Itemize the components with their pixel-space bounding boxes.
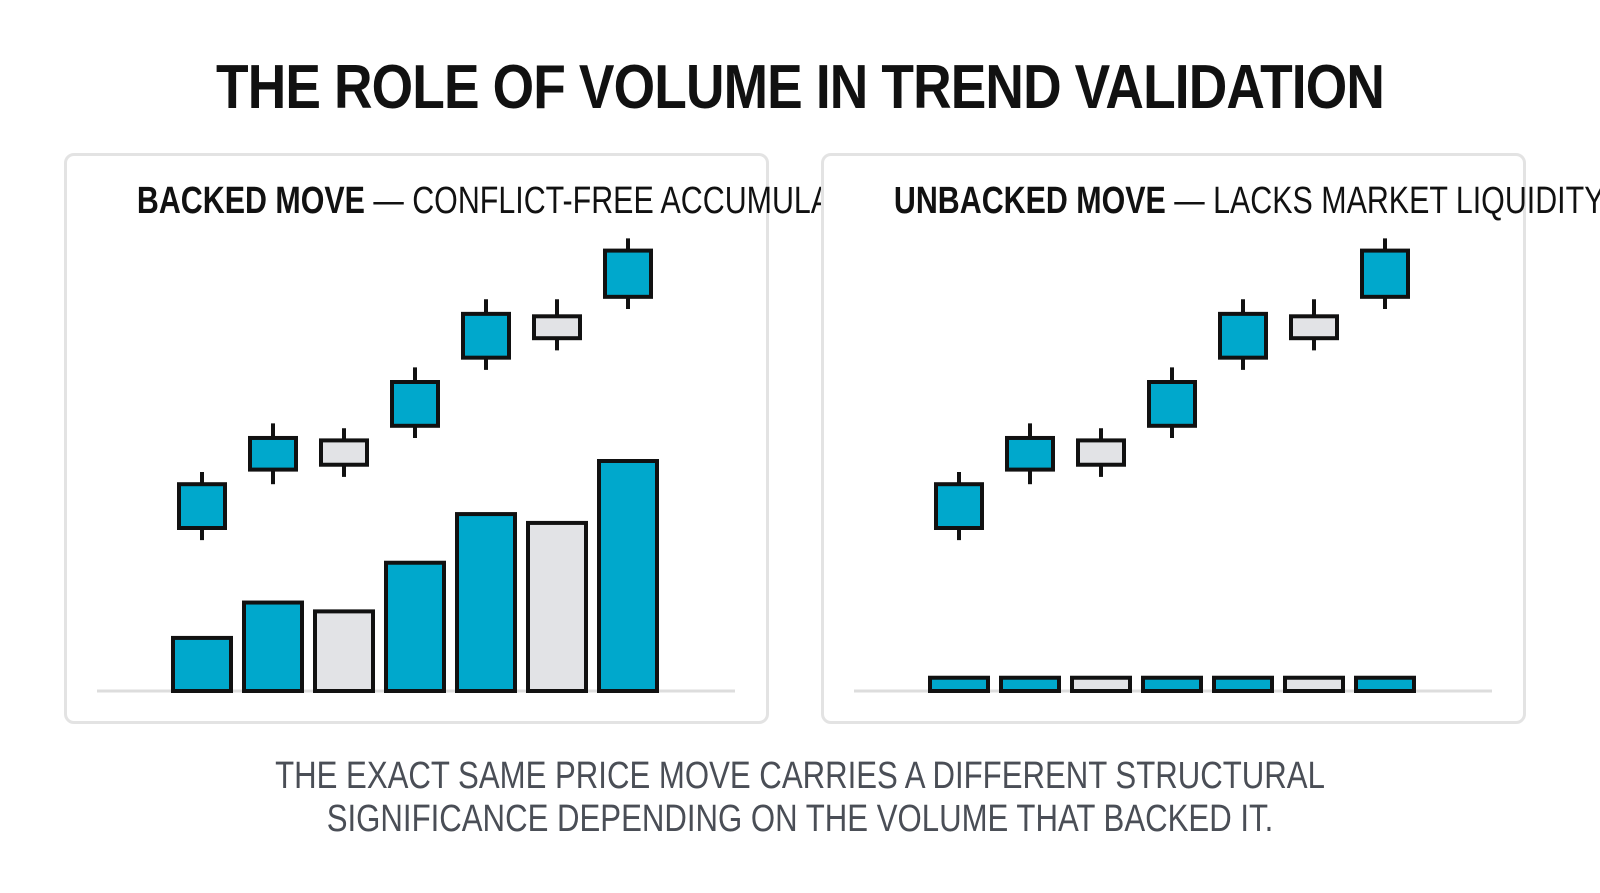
candle-body [177, 482, 227, 531]
volume-bar [597, 459, 659, 693]
volume-bar [384, 560, 446, 693]
backed-move-chart [97, 238, 735, 694]
caption-line-2: SIGNIFICANCE DEPENDING ON THE VOLUME THA… [326, 798, 1274, 840]
panel-title: BACKED MOVE — CONFLICT-FREE ACCUMULATION [136, 178, 902, 224]
caption-line-1: THE EXACT SAME PRICE MOVE CARRIES A DIFF… [275, 755, 1325, 797]
candle-body [1076, 438, 1126, 467]
volume-bar [928, 675, 990, 694]
candle-body [603, 248, 653, 299]
candle-body [319, 438, 369, 467]
volume-bar [313, 609, 375, 693]
backed-move-panel: BACKED MOVE — CONFLICT-FREE ACCUMULATION [64, 153, 902, 724]
candle-body [248, 435, 298, 472]
volume-bar [999, 675, 1061, 694]
volume-bar [171, 635, 233, 693]
candle-body [1147, 380, 1197, 428]
panel-title-rest: — CONFLICT-FREE ACCUMULATION [364, 180, 902, 222]
volume-bar [1141, 675, 1203, 694]
candle-body [1289, 314, 1339, 341]
volume-bar [455, 512, 517, 694]
panel-title-bold: BACKED MOVE [136, 180, 365, 222]
candle-body [532, 314, 582, 341]
panel-title: UNBACKED MOVE — LACKS MARKET LIQUIDITY [893, 178, 1600, 224]
panel-title-bold: UNBACKED MOVE [893, 180, 1166, 222]
unbacked-move-chart [854, 238, 1492, 694]
volume-bar [1070, 675, 1132, 694]
page-title: THE ROLE OF VOLUME IN TREND VALIDATION [216, 53, 1385, 122]
caption: THE EXACT SAME PRICE MOVE CARRIES A DIFF… [144, 755, 1456, 841]
candle-body [1218, 311, 1268, 360]
candle-body [461, 311, 511, 360]
candle-body [1360, 248, 1410, 299]
candle-body [1005, 435, 1055, 472]
volume-bar [1283, 675, 1345, 694]
volume-bar [1354, 675, 1416, 694]
volume-bar [526, 520, 588, 693]
volume-bar [242, 600, 304, 693]
unbacked-move-panel: UNBACKED MOVE — LACKS MARKET LIQUIDITY [821, 153, 1600, 724]
candle-body [390, 380, 440, 428]
panel-title-rest: — LACKS MARKET LIQUIDITY [1165, 180, 1600, 222]
candle-body [934, 482, 984, 531]
volume-bar [1212, 675, 1274, 694]
